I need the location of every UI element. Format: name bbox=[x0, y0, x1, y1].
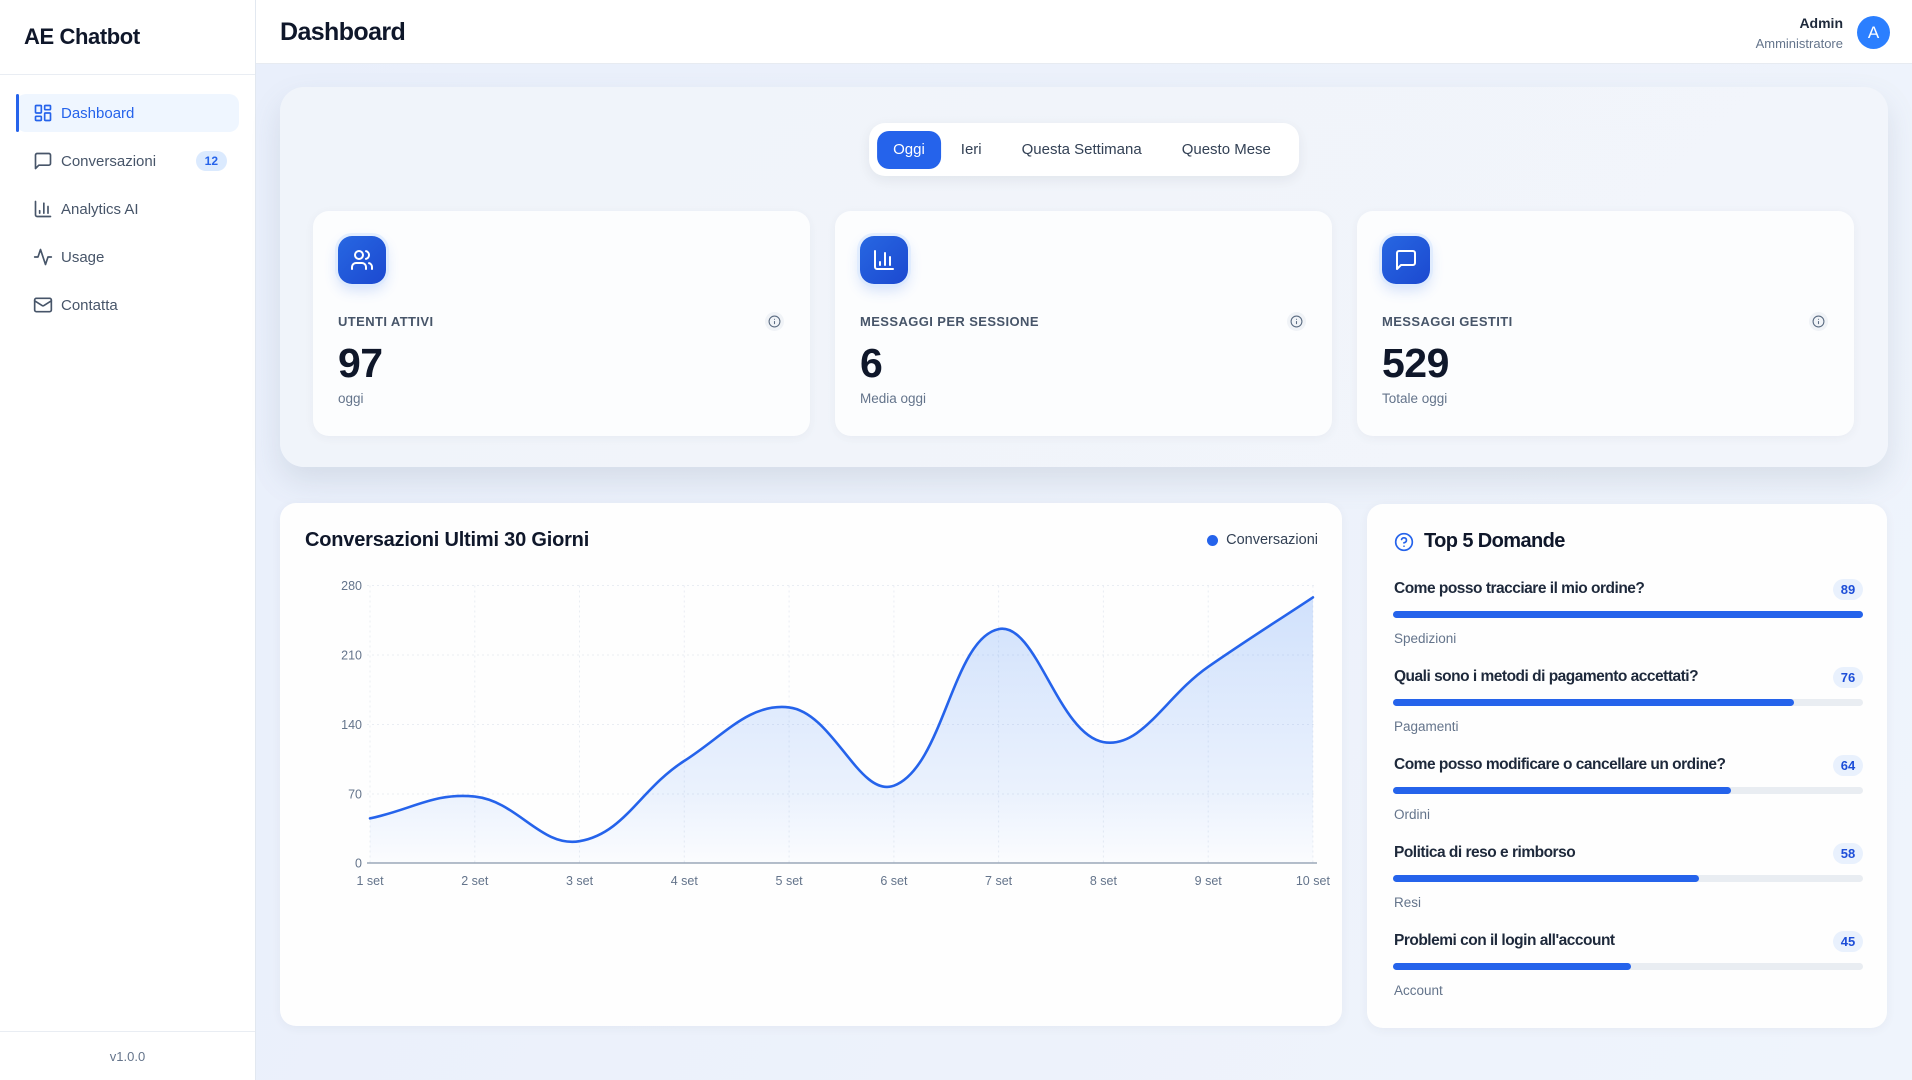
svg-text:4 set: 4 set bbox=[671, 874, 699, 888]
svg-text:9 set: 9 set bbox=[1195, 874, 1223, 888]
svg-text:2 set: 2 set bbox=[461, 874, 489, 888]
svg-text:140: 140 bbox=[341, 718, 362, 732]
svg-text:280: 280 bbox=[341, 579, 362, 593]
svg-text:70: 70 bbox=[348, 788, 362, 802]
svg-text:6 set: 6 set bbox=[880, 874, 908, 888]
svg-text:10 set: 10 set bbox=[1296, 874, 1331, 888]
svg-text:7 set: 7 set bbox=[985, 874, 1013, 888]
svg-text:8 set: 8 set bbox=[1090, 874, 1118, 888]
svg-text:210: 210 bbox=[341, 649, 362, 663]
svg-text:0: 0 bbox=[355, 857, 362, 871]
svg-text:5 set: 5 set bbox=[776, 874, 804, 888]
svg-text:3 set: 3 set bbox=[566, 874, 594, 888]
svg-text:1 set: 1 set bbox=[356, 874, 384, 888]
